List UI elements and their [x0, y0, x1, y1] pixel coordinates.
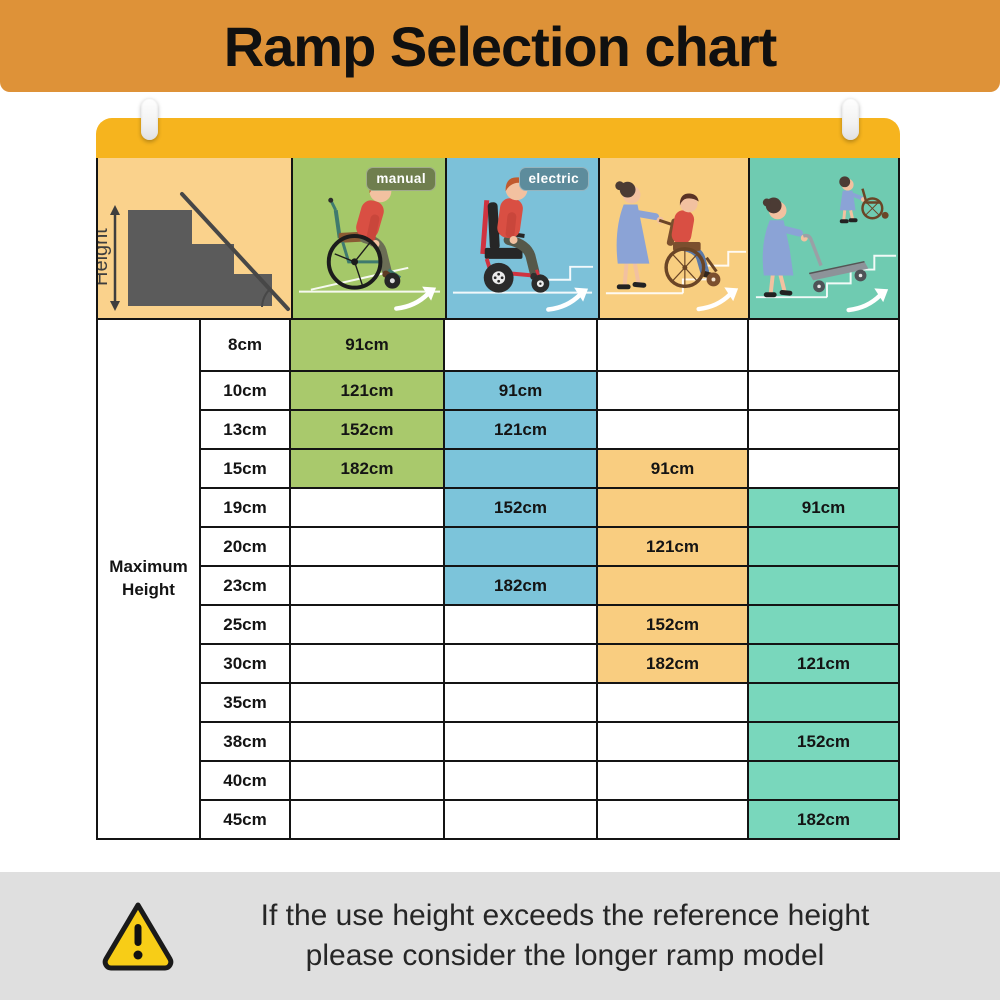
row-height-label: 30cm: [201, 645, 289, 682]
electric-wheelchair-illustration: [452, 177, 594, 312]
table-cell-attendant: [598, 411, 747, 448]
table-cell-trolley: [749, 320, 898, 370]
attendant-pushed-wheelchair-illustration: [605, 181, 747, 312]
table-cell-electric: 152cm: [445, 489, 596, 526]
table-cell-electric: [445, 606, 596, 643]
table-cell-manual: [291, 528, 443, 565]
table-cell-manual: 91cm: [291, 320, 443, 370]
table-cell-attendant: [598, 801, 747, 838]
table-cell-manual: [291, 762, 443, 799]
table-cell-electric: [445, 762, 596, 799]
table-cell-manual: [291, 723, 443, 760]
table-cell-trolley: 91cm: [749, 489, 898, 526]
hanger-pin-right-icon: [842, 98, 859, 140]
stairs-height-illustration: Height: [98, 192, 290, 311]
table-cell-electric: [445, 528, 596, 565]
table-cell-trolley: [749, 372, 898, 409]
table-cell-attendant: [598, 489, 747, 526]
warning-footer: If the use height exceeds the reference …: [0, 872, 1000, 1000]
table-cell-attendant: 182cm: [598, 645, 747, 682]
table-cell-attendant: [598, 372, 747, 409]
title-banner: Ramp Selection chart: [0, 0, 1000, 92]
table-cell-manual: [291, 645, 443, 682]
chart-header-row: Height manual: [96, 158, 900, 318]
row-height-label: 23cm: [201, 567, 289, 604]
warning-text: If the use height exceeds the reference …: [150, 872, 980, 1000]
table-cell-electric: [445, 801, 596, 838]
row-height-label: 15cm: [201, 450, 289, 487]
warning-triangle-icon: [102, 902, 174, 971]
table-cell-electric: [445, 450, 596, 487]
row-height-label: 19cm: [201, 489, 289, 526]
row-height-label: 20cm: [201, 528, 289, 565]
page-title: Ramp Selection chart: [223, 14, 778, 78]
table-cell-trolley: [749, 567, 898, 604]
row-height-label: 25cm: [201, 606, 289, 643]
table-cell-trolley: [749, 762, 898, 799]
row-height-label: 38cm: [201, 723, 289, 760]
table-cell-trolley: [749, 411, 898, 448]
manual-badge: manual: [366, 167, 436, 191]
ramp-table: Maximum Height 8cm 91cm 10cm 121cm 91cm …: [96, 318, 900, 840]
row-height-label: 45cm: [201, 801, 289, 838]
table-cell-electric: 182cm: [445, 567, 596, 604]
header-cell-height: Height: [98, 158, 291, 318]
row-height-label: 40cm: [201, 762, 289, 799]
warning-text-line1: If the use height exceeds the reference …: [260, 899, 870, 933]
table-cell-attendant: 152cm: [598, 606, 747, 643]
table-cell-electric: 121cm: [445, 411, 596, 448]
header-cell-attendant: [598, 158, 748, 318]
manual-wheelchair-illustration: [298, 179, 441, 311]
hand-trolley-illustration: [755, 176, 897, 313]
row-height-label: 10cm: [201, 372, 289, 409]
table-cell-electric: [445, 645, 596, 682]
table-cell-attendant: 91cm: [598, 450, 747, 487]
table-cell-attendant: 121cm: [598, 528, 747, 565]
table-cell-manual: [291, 801, 443, 838]
table-cell-attendant: [598, 684, 747, 721]
table-cell-manual: 121cm: [291, 372, 443, 409]
table-cell-trolley: [749, 684, 898, 721]
hanger-pin-left-icon: [141, 98, 158, 140]
warning-text-line2: please consider the longer ramp model: [305, 939, 825, 972]
table-cell-manual: [291, 567, 443, 604]
table-cell-manual: [291, 684, 443, 721]
table-cell-manual: 152cm: [291, 411, 443, 448]
header-cell-manual: manual: [291, 158, 445, 318]
row-height-label: 35cm: [201, 684, 289, 721]
table-cell-electric: 91cm: [445, 372, 596, 409]
table-cell-trolley: [749, 450, 898, 487]
height-axis-label: Height: [98, 228, 112, 286]
table-cell-manual: [291, 489, 443, 526]
table-cell-trolley: 182cm: [749, 801, 898, 838]
row-height-label: 13cm: [201, 411, 289, 448]
header-cell-electric: electric: [445, 158, 598, 318]
table-cell-electric: [445, 684, 596, 721]
row-header-maximum-height: Maximum Height: [98, 320, 199, 838]
chart-top-bar: [96, 118, 900, 158]
table-cell-attendant: [598, 723, 747, 760]
table-cell-attendant: [598, 762, 747, 799]
table-cell-electric: [445, 723, 596, 760]
table-cell-trolley: [749, 606, 898, 643]
table-cell-electric: [445, 320, 596, 370]
header-cell-trolley: [748, 158, 898, 318]
table-cell-trolley: [749, 528, 898, 565]
table-cell-trolley: 121cm: [749, 645, 898, 682]
table-cell-manual: 182cm: [291, 450, 443, 487]
table-cell-trolley: 152cm: [749, 723, 898, 760]
table-cell-attendant: [598, 320, 747, 370]
electric-badge: electric: [518, 167, 589, 191]
table-cell-attendant: [598, 567, 747, 604]
table-cell-manual: [291, 606, 443, 643]
row-height-label: 8cm: [201, 320, 289, 370]
